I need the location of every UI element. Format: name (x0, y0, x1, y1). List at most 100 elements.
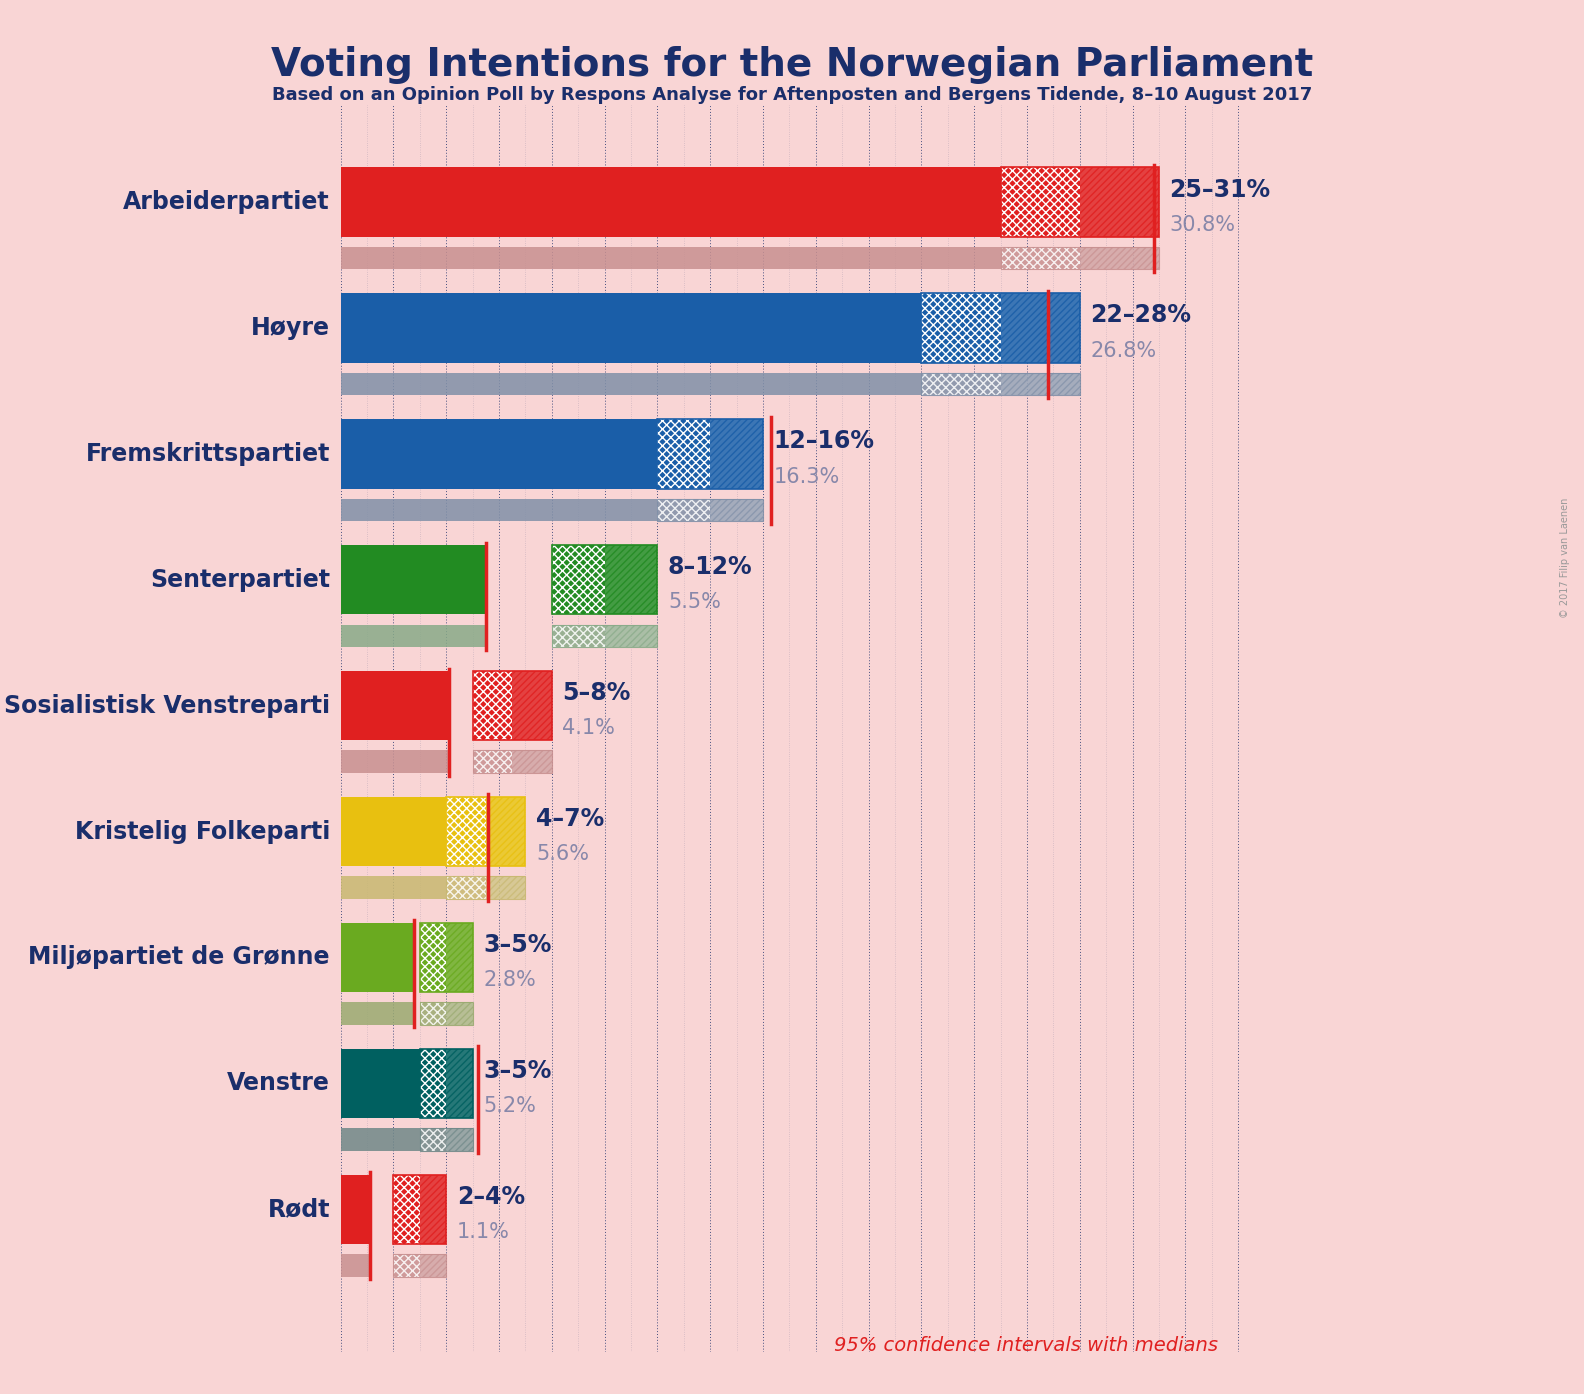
Bar (393, 1255, 447, 1277)
Bar (341, 499, 657, 521)
Bar (420, 1002, 447, 1025)
Text: Arbeiderpartiet: Arbeiderpartiet (124, 190, 329, 215)
Bar (710, 499, 763, 521)
Text: 4–7%: 4–7% (535, 807, 604, 831)
Bar (420, 1175, 447, 1243)
Bar (605, 545, 657, 615)
Bar (710, 420, 763, 488)
Bar (710, 499, 763, 521)
Bar (657, 499, 710, 521)
Bar (710, 420, 763, 488)
Bar (447, 1002, 472, 1025)
Bar (1001, 247, 1080, 269)
Text: Senterpartiet: Senterpartiet (150, 567, 329, 592)
Bar (420, 1002, 472, 1025)
Bar (447, 797, 486, 866)
Bar (341, 167, 1001, 237)
Bar (420, 1048, 472, 1118)
Bar (1001, 293, 1080, 362)
Bar (341, 671, 448, 740)
Bar (341, 247, 1001, 269)
Text: Høyre: Høyre (250, 316, 329, 340)
Bar (657, 499, 763, 521)
Bar (341, 877, 447, 899)
Bar (341, 625, 486, 647)
Bar (341, 750, 448, 774)
Text: Fremskrittspartiet: Fremskrittspartiet (86, 442, 329, 466)
Bar (486, 877, 526, 899)
Bar (922, 372, 1001, 396)
Text: 5.5%: 5.5% (668, 592, 721, 612)
Bar (657, 420, 710, 488)
Text: Venstre: Venstre (227, 1072, 329, 1096)
Bar (1001, 167, 1080, 237)
Bar (420, 1128, 472, 1150)
Bar (1001, 372, 1080, 396)
Bar (420, 1175, 447, 1243)
Text: 5–8%: 5–8% (562, 682, 630, 705)
Text: Miljøpartiet de Grønne: Miljøpartiet de Grønne (29, 945, 329, 969)
Text: 3–5%: 3–5% (483, 933, 551, 956)
Bar (472, 750, 551, 774)
Bar (393, 1255, 420, 1277)
Bar (1080, 167, 1159, 237)
Bar (341, 797, 447, 866)
Bar (341, 1255, 369, 1277)
Bar (486, 877, 526, 899)
Bar (551, 625, 657, 647)
Bar (1001, 247, 1159, 269)
Bar (420, 1255, 447, 1277)
Bar (551, 545, 605, 615)
Bar (341, 545, 486, 615)
Text: 22–28%: 22–28% (1090, 304, 1191, 328)
Bar (486, 797, 526, 866)
Bar (447, 877, 486, 899)
Bar (447, 1048, 472, 1118)
Bar (393, 1175, 447, 1243)
Text: 1.1%: 1.1% (456, 1223, 510, 1242)
Bar (341, 420, 657, 488)
Bar (1001, 293, 1080, 362)
Bar (1001, 167, 1159, 237)
Bar (512, 671, 551, 740)
Bar (551, 545, 657, 615)
Text: 8–12%: 8–12% (668, 555, 752, 580)
Text: © 2017 Filip van Laenen: © 2017 Filip van Laenen (1560, 498, 1570, 618)
Bar (420, 923, 447, 993)
Text: 12–16%: 12–16% (773, 429, 874, 453)
Bar (512, 750, 551, 774)
Bar (447, 877, 526, 899)
Bar (447, 1128, 472, 1150)
Bar (447, 923, 472, 993)
Bar (341, 1175, 369, 1243)
Bar (447, 1002, 472, 1025)
Text: Rødt: Rødt (268, 1197, 329, 1221)
Bar (1001, 372, 1080, 396)
Bar (420, 1128, 447, 1150)
Bar (512, 750, 551, 774)
Bar (605, 625, 657, 647)
Bar (341, 1048, 420, 1118)
Bar (472, 671, 551, 740)
Text: 5.2%: 5.2% (483, 1096, 535, 1117)
Bar (341, 1128, 420, 1150)
Bar (551, 625, 605, 647)
Text: 2–4%: 2–4% (456, 1185, 524, 1209)
Text: 16.3%: 16.3% (773, 467, 840, 487)
Text: 4.1%: 4.1% (562, 718, 615, 739)
Bar (341, 923, 415, 993)
Text: 5.6%: 5.6% (535, 845, 589, 864)
Text: 26.8%: 26.8% (1090, 340, 1156, 361)
Text: Based on an Opinion Poll by Respons Analyse for Aftenposten and Bergens Tidende,: Based on an Opinion Poll by Respons Anal… (272, 86, 1312, 105)
Bar (393, 1175, 420, 1243)
Text: 2.8%: 2.8% (483, 970, 535, 990)
Text: 95% confidence intervals with medians: 95% confidence intervals with medians (835, 1335, 1218, 1355)
Bar (922, 372, 1080, 396)
Text: Sosialistisk Venstreparti: Sosialistisk Venstreparti (3, 694, 329, 718)
Bar (447, 923, 472, 993)
Bar (420, 1048, 447, 1118)
Bar (472, 750, 512, 774)
Text: Kristelig Folkeparti: Kristelig Folkeparti (74, 820, 329, 843)
Bar (341, 1002, 415, 1025)
Bar (420, 1255, 447, 1277)
